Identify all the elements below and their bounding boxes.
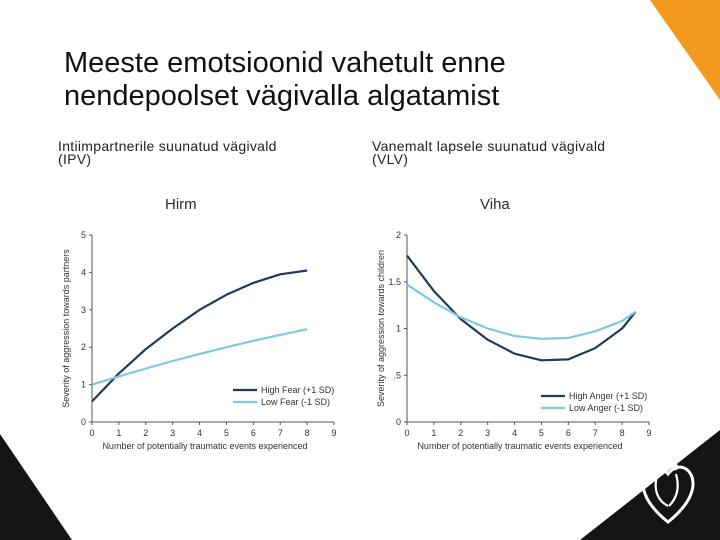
fear-chart-x-tick-label: 8 (305, 428, 310, 438)
heart-people-logo-icon (641, 463, 695, 524)
anger-chart-x-tick-label: 9 (646, 428, 651, 438)
right-subheading: Vanemalt lapsele suunatud vägivald (VLV) (372, 138, 606, 167)
left-chart-title: Hirm (165, 196, 197, 213)
anger-chart-legend-label-1: High Anger (+1 SD) (569, 391, 647, 401)
left-subheading-line-1: Intiimpartnerile suunatud vägivald (58, 138, 277, 154)
fear-chart-x-tick-label: 5 (224, 428, 229, 438)
anger-chart-y-tick-label: 2 (396, 230, 401, 240)
anger-chart-x-tick-label: 2 (458, 428, 463, 438)
anger-chart-x-axis-label: Number of potentially traumatic events e… (417, 441, 622, 451)
anger-chart-legend-label-2: Low Anger (-1 SD) (569, 403, 643, 413)
fear-chart-legend-label-2: Low Fear (-1 SD) (261, 397, 330, 407)
fear-chart-y-axis-label: Severity of aggression towards partners (61, 249, 71, 408)
anger-chart-x-tick-label: 0 (404, 428, 409, 438)
anger-chart-x-tick-label: 4 (512, 428, 517, 438)
fear-chart-legend-label-1: High Fear (+1 SD) (261, 385, 334, 395)
anger-chart-y-tick-label: .5 (393, 370, 401, 380)
right-chart-title: Viha (480, 196, 510, 213)
anger-chart-x-tick-label: 6 (566, 428, 571, 438)
fear-chart-series-line-2 (91, 328, 308, 386)
left-subheading: Intiimpartnerile suunatud vägivald (IPV) (58, 138, 277, 167)
slide-title-line-2: nendepoolset vägivalla algatamist (64, 80, 500, 112)
fear-chart-x-tick-label: 1 (116, 428, 121, 438)
anger-chart-x-tick-label: 3 (485, 428, 490, 438)
top-right-orange-shape (650, 0, 720, 100)
fear-chart-x-tick-label: 4 (197, 428, 202, 438)
fear-chart-x-axis-label: Number of potentially traumatic events e… (102, 441, 307, 451)
anger-chart-x-tick-label: 8 (620, 428, 625, 438)
anger-chart-y-tick-label: 1.5 (388, 277, 401, 287)
fear-chart-y-tick-label: 2 (81, 342, 86, 352)
fear-chart-y-tick-label: 0 (81, 417, 86, 427)
right-subheading-line-1: Vanemalt lapsele suunatud vägivald (372, 138, 606, 154)
left-subheading-line-2: (IPV) (58, 151, 92, 167)
fear-chart-x-tick-label: 7 (278, 428, 283, 438)
right-subheading-line-2: (VLV) (372, 151, 409, 167)
anger-chart-series-line-1 (406, 254, 637, 362)
anger-chart-y-axis-label: Severity of aggression towards children (376, 250, 386, 407)
fear-chart-x-tick-label: 3 (170, 428, 175, 438)
anger-chart-series-line-2 (406, 283, 637, 340)
fear-chart-x-tick-label: 2 (143, 428, 148, 438)
bottom-left-dark-shape (0, 434, 72, 540)
bottom-right-dark-shape (580, 430, 720, 540)
anger-chart-x-tick-label: 1 (431, 428, 436, 438)
anger-chart-y-tick-label: 1 (396, 324, 401, 334)
fear-chart-y-tick-label: 5 (81, 230, 86, 240)
fear-chart-x-tick-label: 6 (251, 428, 256, 438)
fear-chart-x-tick-label: 9 (331, 428, 336, 438)
fear-chart-x-tick-label: 0 (89, 428, 94, 438)
anger-chart-x-tick-label: 5 (539, 428, 544, 438)
fear-chart-y-tick-label: 3 (81, 305, 86, 315)
anger-chart-x-tick-label: 7 (593, 428, 598, 438)
fear-chart-y-tick-label: 4 (81, 267, 86, 277)
slide-title-line-1: Meeste emotsioonid vahetult enne (64, 47, 506, 79)
fear-chart-series-line-1 (91, 269, 308, 403)
slide-title: Meeste emotsioonid vahetult enne nendepo… (64, 47, 624, 113)
fear-chart-y-tick-label: 1 (81, 380, 86, 390)
anger-chart-y-tick-label: 0 (396, 417, 401, 427)
